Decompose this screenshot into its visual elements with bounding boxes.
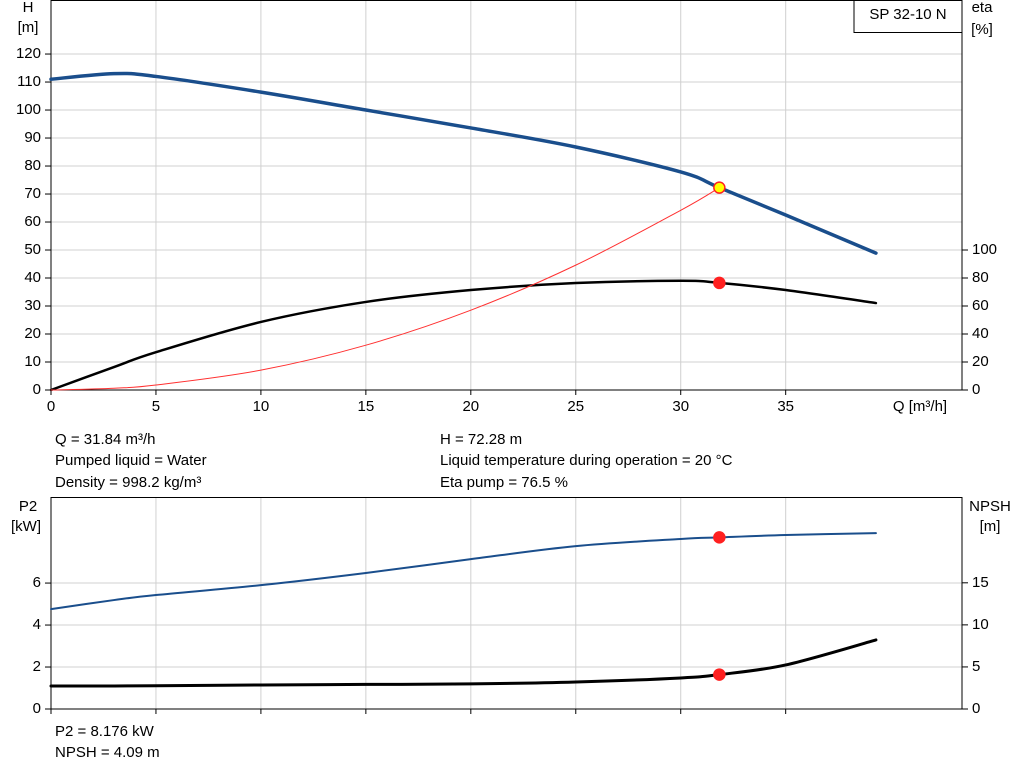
y-tick-label: 10 <box>24 353 41 370</box>
operating-point <box>713 181 726 194</box>
label-box <box>853 0 963 33</box>
y-tick-label: 60 <box>24 213 41 230</box>
y2-tick-label: 60 <box>972 297 989 314</box>
operating-point <box>713 531 726 544</box>
y-tick-label: 20 <box>24 325 41 342</box>
info-text: NPSH = 4.09 m <box>55 744 160 761</box>
y2-tick-label: 0 <box>972 381 980 398</box>
y2-axis-title: eta <box>972 0 994 16</box>
curve <box>50 187 720 391</box>
curve <box>50 532 877 611</box>
y-tick-label: 100 <box>16 101 41 118</box>
y-tick-label: 120 <box>16 45 41 62</box>
operating-point <box>713 668 726 681</box>
y-tick-label: 0 <box>33 381 41 398</box>
y-axis-title: H <box>23 0 34 16</box>
x-tick-label: 35 <box>777 398 794 415</box>
info-text: Q = 31.84 m³/h <box>55 431 155 448</box>
curve <box>49 638 878 688</box>
y2-tick-label: 80 <box>972 269 989 286</box>
y2-tick-label: 0 <box>972 700 980 717</box>
y-tick-label: 110 <box>17 73 41 90</box>
y2-tick-label: 20 <box>972 353 989 370</box>
x-tick-label: 15 <box>358 398 375 415</box>
x-tick-label: 20 <box>462 398 479 415</box>
y-tick-label: 2 <box>33 658 41 675</box>
operating-point <box>713 276 726 290</box>
curve <box>49 279 878 392</box>
x-tick-label: 30 <box>672 398 689 415</box>
info-text: P2 = 8.176 kW <box>55 723 155 740</box>
curve <box>49 71 878 255</box>
info-text: H = 72.28 m <box>440 431 522 448</box>
plot-frame <box>50 497 963 710</box>
y-axis-unit: [kW] <box>11 518 41 535</box>
y-tick-label: 50 <box>24 241 41 258</box>
y-axis-unit: [m] <box>18 19 39 36</box>
y2-axis-unit: [%] <box>971 21 993 38</box>
info-text: Density = 998.2 kg/m³ <box>55 474 201 491</box>
x-tick-label: 5 <box>152 398 160 415</box>
chart-label: SP 32-10 N <box>869 6 946 23</box>
y2-tick-label: 10 <box>972 616 989 633</box>
y2-tick-label: 100 <box>972 241 997 258</box>
y2-axis-unit: [m] <box>980 518 1001 535</box>
y2-tick-label: 40 <box>972 325 989 342</box>
y-tick-label: 80 <box>24 157 41 174</box>
x-tick-label: 0 <box>47 398 55 415</box>
y-tick-label: 0 <box>33 700 41 717</box>
y2-tick-label: 5 <box>972 658 980 675</box>
y-tick-label: 30 <box>24 297 41 314</box>
y-tick-label: 40 <box>24 269 41 286</box>
y-tick-label: 70 <box>24 185 41 202</box>
x-axis-title: Q [m³/h] <box>893 398 947 415</box>
info-text: Eta pump = 76.5 % <box>440 474 568 491</box>
y2-tick-label: 15 <box>972 574 989 591</box>
info-text: Pumped liquid = Water <box>55 452 207 469</box>
y-tick-label: 4 <box>33 616 41 633</box>
y-tick-label: 90 <box>24 129 41 146</box>
y2-axis-title: NPSH <box>969 498 1011 515</box>
plot-frame <box>50 0 963 391</box>
x-tick-label: 25 <box>567 398 584 415</box>
y-tick-label: 6 <box>33 574 41 591</box>
x-tick-label: 10 <box>253 398 270 415</box>
y-axis-title: P2 <box>19 498 37 515</box>
info-text: Liquid temperature during operation = 20… <box>440 452 733 469</box>
